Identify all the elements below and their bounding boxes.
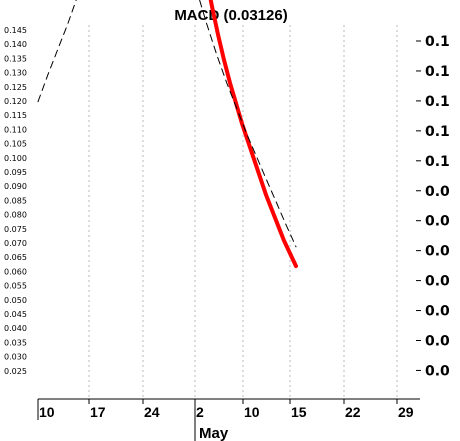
- left-tick-label: 0.145: [4, 26, 27, 35]
- left-tick-label: 0.040: [4, 324, 27, 333]
- left-tick-label: 0.035: [4, 338, 27, 347]
- x-tick-label: 2: [196, 404, 204, 420]
- left-tick-label: 0.105: [4, 140, 27, 149]
- left-tick-label: 0.055: [4, 282, 27, 291]
- right-tick-label: 0.0: [425, 304, 450, 320]
- x-tick-label: 24: [144, 404, 160, 420]
- x-tick-label: 10: [244, 404, 260, 420]
- x-tick-label: 17: [90, 404, 106, 420]
- left-tick-label: 0.070: [4, 239, 27, 248]
- left-tick-label: 0.025: [4, 367, 27, 376]
- right-tick-label: 0.0: [425, 184, 450, 200]
- left-tick-label: 0.120: [4, 97, 27, 106]
- left-tick-label: 0.090: [4, 182, 27, 191]
- left-axis-ticks: 0.145 0.140 0.135 0.130 0.125 0.120 0.115 0.110…: [4, 26, 27, 376]
- left-tick-label: 0.115: [4, 111, 27, 120]
- right-tick-label: 0.0: [425, 214, 450, 230]
- x-tick-label: 29: [398, 404, 414, 420]
- right-tick-label: 0.1: [425, 34, 450, 50]
- right-tick-label: 0.1: [425, 94, 450, 110]
- month-label: May: [199, 425, 229, 441]
- left-tick-label: 0.085: [4, 196, 27, 205]
- right-tick-label: 0.0: [425, 334, 450, 350]
- macd-line: [208, 0, 298, 269]
- left-tick-label: 0.140: [4, 40, 27, 49]
- left-tick-label: 0.060: [4, 267, 27, 276]
- signal-line: [37, 0, 297, 248]
- chart-title: MACD (0.03126): [174, 7, 287, 24]
- left-tick-label: 0.110: [4, 125, 27, 134]
- right-tick-label: 0.0: [425, 363, 450, 379]
- x-tick-label: 10: [39, 404, 55, 420]
- vertical-gridlines: [88, 25, 398, 399]
- x-tick-label: 15: [291, 404, 307, 420]
- right-tick-label: 0.1: [425, 154, 450, 170]
- left-tick-label: 0.075: [4, 225, 27, 234]
- left-tick-label: 0.100: [4, 154, 27, 163]
- series-layer: [37, 0, 298, 269]
- left-tick-label: 0.095: [4, 168, 27, 177]
- right-axis-ticks: 0.1 0.1 0.1 0.1 0.1 0.0 0.0 0.0 0.0 0.0 0.0 0.0: [416, 34, 450, 379]
- right-tick-label: 0.1: [425, 124, 450, 140]
- right-tick-label: 0.0: [425, 274, 450, 290]
- left-tick-label: 0.030: [4, 353, 27, 362]
- left-tick-label: 0.065: [4, 253, 27, 262]
- left-tick-label: 0.135: [4, 54, 27, 63]
- left-tick-label: 0.130: [4, 69, 27, 78]
- right-tick-label: 0.0: [425, 244, 450, 260]
- left-tick-label: 0.125: [4, 83, 27, 92]
- x-tick-label: 22: [345, 404, 361, 420]
- left-tick-label: 0.045: [4, 310, 27, 319]
- left-tick-label: 0.080: [4, 211, 27, 220]
- left-tick-label: 0.050: [4, 296, 27, 305]
- x-axis-ticks: 10 17 24 2 10 15 22 29: [39, 399, 414, 420]
- right-tick-label: 0.1: [425, 64, 450, 80]
